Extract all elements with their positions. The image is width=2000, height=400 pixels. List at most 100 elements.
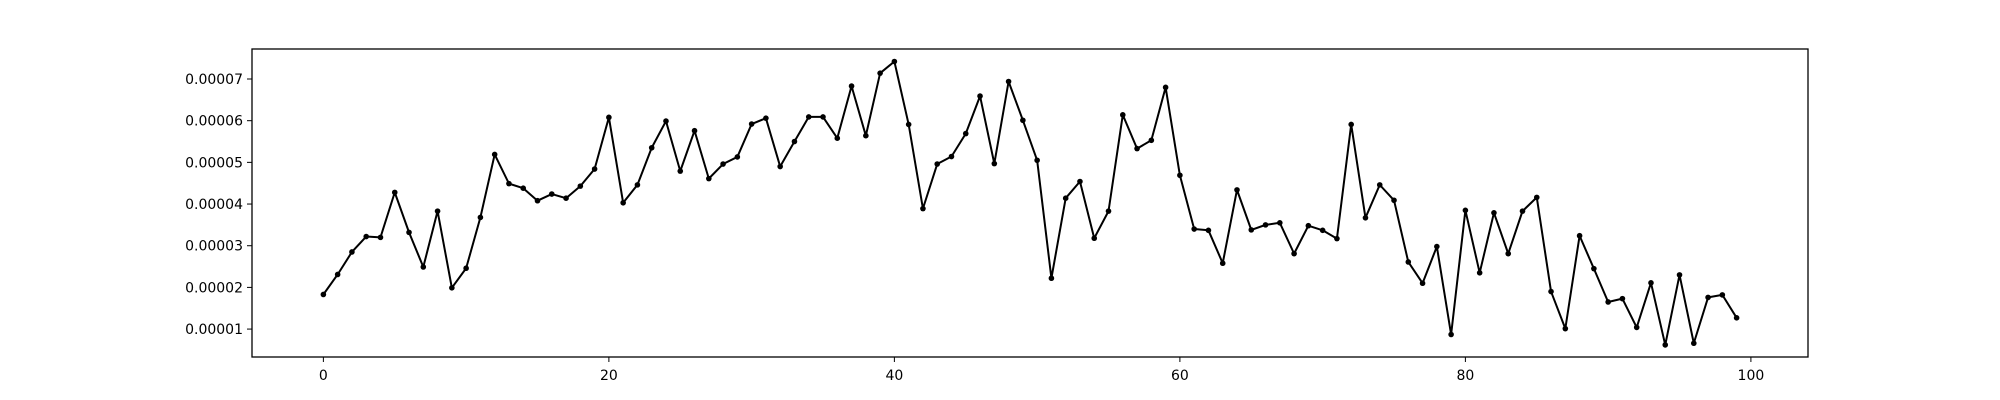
data-point — [1305, 222, 1312, 229]
y-tick-label: 0.00006 — [185, 114, 243, 130]
data-point — [1519, 208, 1526, 214]
data-point — [1177, 172, 1183, 179]
data-point — [1034, 157, 1040, 164]
data-point — [406, 229, 412, 236]
data-point — [1690, 340, 1697, 347]
data-point — [1662, 342, 1669, 348]
data-point — [1105, 208, 1112, 214]
data-point — [334, 271, 341, 278]
x-tick-label: 100 — [1738, 368, 1765, 384]
data-point — [1376, 182, 1383, 188]
data-point — [1291, 250, 1297, 257]
data-point — [1062, 195, 1069, 202]
data-point — [1448, 331, 1454, 338]
data-point — [449, 285, 455, 291]
data-point — [1262, 222, 1269, 228]
data-point — [1362, 214, 1369, 221]
data-point — [463, 265, 469, 272]
data-point — [863, 132, 869, 139]
data-point — [591, 166, 598, 172]
data-point — [520, 185, 527, 192]
data-point — [763, 115, 769, 121]
data-point — [663, 118, 669, 124]
data-point — [1234, 187, 1240, 193]
data-point — [1248, 227, 1255, 233]
x-axis: 0 20 40 60 80 100 — [319, 357, 1764, 384]
data-point — [477, 214, 484, 221]
data-point — [905, 121, 912, 128]
data-point — [1405, 259, 1412, 265]
data-point — [677, 168, 684, 174]
data-point — [1633, 324, 1640, 331]
data-point — [891, 58, 898, 65]
x-tick-label: 20 — [600, 368, 618, 384]
data-point — [706, 175, 712, 182]
data-point — [349, 249, 355, 255]
x-tick-label: 0 — [319, 368, 328, 384]
data-point — [1319, 227, 1326, 234]
data-point — [805, 114, 812, 120]
data-point — [991, 160, 998, 167]
data-point — [1605, 299, 1611, 305]
data-point — [1505, 250, 1512, 257]
data-point — [1719, 292, 1726, 298]
data-point — [1005, 78, 1012, 85]
data-point — [777, 163, 783, 170]
data-point — [748, 121, 755, 127]
x-tick-label: 40 — [885, 368, 903, 384]
data-point — [1162, 84, 1169, 91]
data-point — [1462, 207, 1469, 214]
data-point — [1676, 272, 1683, 278]
data-point — [720, 161, 726, 167]
data-point — [948, 153, 955, 160]
data-point — [1491, 209, 1497, 216]
plot-frame — [251, 48, 1809, 358]
data-point — [1648, 280, 1654, 286]
y-tick-label: 0.00003 — [185, 239, 243, 255]
data-point — [1277, 219, 1283, 226]
data-point — [834, 135, 841, 141]
data-point — [1191, 226, 1197, 232]
data-point — [1419, 280, 1426, 287]
data-point — [1077, 178, 1083, 185]
data-point — [1020, 117, 1026, 124]
data-point — [1548, 288, 1554, 295]
data-point — [1476, 270, 1483, 276]
data-point — [977, 93, 983, 99]
y-tick-label: 0.00001 — [185, 322, 243, 338]
data-point — [1048, 275, 1055, 282]
data-point — [920, 205, 926, 212]
x-tick-label: 60 — [1171, 368, 1189, 384]
data-point — [934, 161, 941, 167]
data-point — [1134, 145, 1140, 152]
data-point — [1391, 197, 1397, 204]
data-point — [1591, 265, 1597, 272]
data-point — [391, 189, 398, 196]
data-point — [577, 183, 584, 189]
data-point — [791, 138, 798, 145]
data-point — [420, 264, 427, 270]
data-point — [506, 180, 512, 187]
data-point — [620, 199, 626, 206]
data-point — [1205, 227, 1212, 234]
data-point — [434, 208, 441, 214]
data-point — [1219, 260, 1226, 267]
data-point — [1091, 235, 1098, 242]
data-point — [877, 70, 883, 76]
data-point — [1334, 235, 1340, 242]
y-tick-label: 0.00005 — [185, 155, 243, 171]
data-point — [734, 154, 741, 160]
data-point — [363, 233, 370, 240]
data-point — [606, 114, 612, 121]
data-point — [634, 182, 641, 188]
data-point — [377, 234, 384, 241]
data-point — [1434, 243, 1440, 250]
data-point — [1148, 137, 1155, 144]
data-point — [491, 151, 498, 158]
data-point — [1119, 112, 1126, 118]
data-point — [691, 127, 698, 134]
data-point — [1705, 294, 1711, 301]
series-line — [322, 60, 1738, 346]
data-point — [534, 197, 541, 204]
